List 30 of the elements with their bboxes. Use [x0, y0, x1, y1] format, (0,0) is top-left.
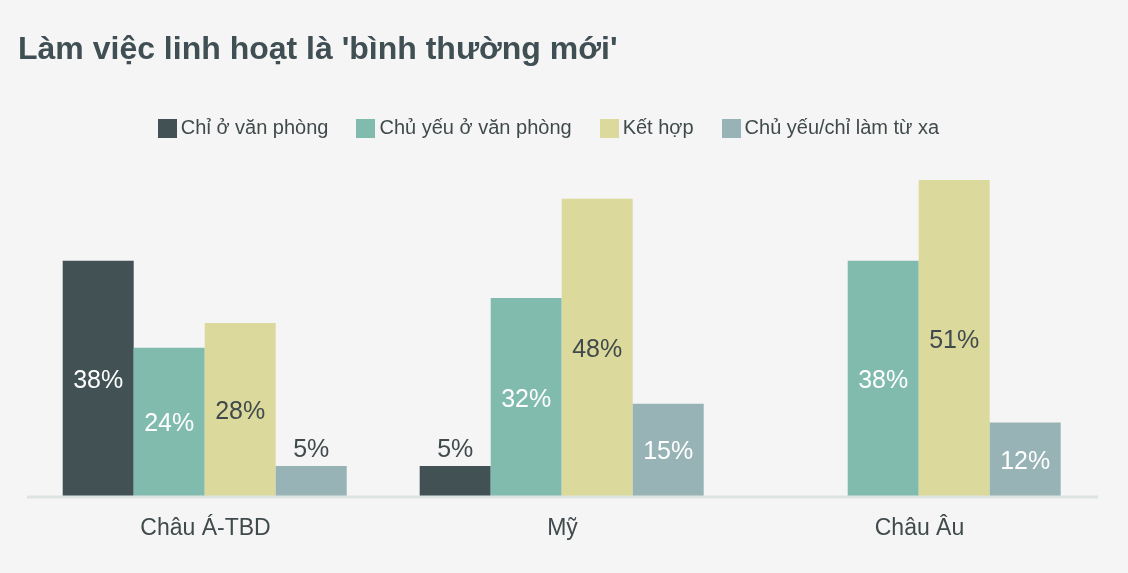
- x-tick-label: Châu Á-TBD: [140, 514, 271, 541]
- legend-label: Chủ yếu/chỉ làm từ xa: [744, 116, 940, 138]
- data-label: 24%: [144, 408, 195, 437]
- bar: [62, 260, 134, 497]
- data-label: 51%: [929, 324, 980, 353]
- bar: [490, 298, 562, 497]
- bar: [419, 465, 491, 497]
- data-label: 38%: [858, 364, 909, 393]
- bar: [133, 347, 205, 497]
- bar: [204, 322, 276, 497]
- data-label: 5%: [293, 433, 330, 462]
- data-label: 15%: [643, 436, 694, 465]
- data-label: 12%: [1000, 445, 1051, 474]
- legend-label: Chủ yếu ở văn phòng: [379, 116, 572, 138]
- bar: [275, 465, 347, 497]
- legend-label: Kết hợp: [622, 116, 694, 138]
- data-label: 32%: [501, 383, 552, 412]
- chart-title: Làm việc linh hoạt là 'bình thường mới': [18, 30, 618, 67]
- bar: [561, 198, 633, 497]
- legend-label: Chỉ ở văn phòng: [180, 116, 329, 138]
- data-label: 48%: [572, 333, 623, 362]
- x-tick-label: Châu Âu: [874, 514, 965, 541]
- bar: [632, 403, 704, 497]
- bar: [847, 260, 919, 497]
- bar: [989, 422, 1061, 497]
- data-label: 28%: [215, 395, 266, 424]
- x-tick-label: Mỹ: [547, 514, 579, 541]
- data-label: 5%: [437, 433, 474, 462]
- bar: [918, 180, 990, 497]
- data-label: 38%: [73, 364, 124, 393]
